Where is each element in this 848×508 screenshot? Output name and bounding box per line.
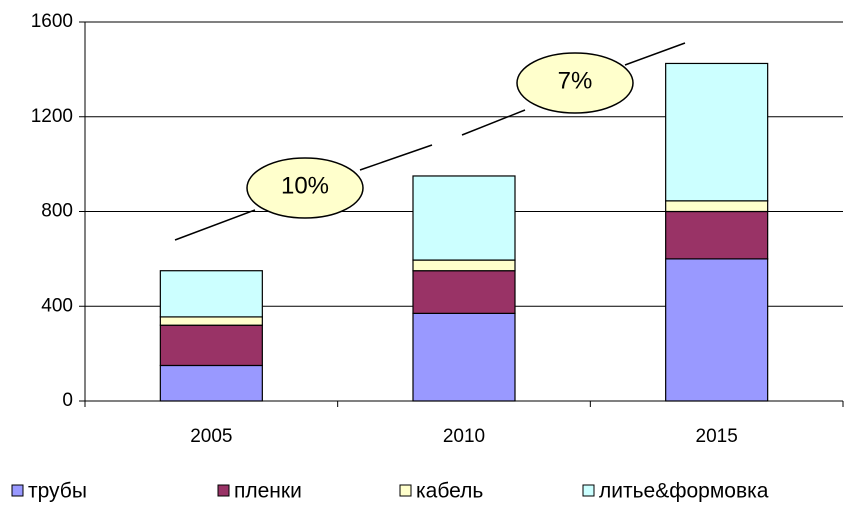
legend-swatch (399, 484, 412, 497)
y-tick-label: 0 (62, 390, 73, 411)
legend-label: литье&формовка (599, 480, 769, 503)
bar-segment (665, 62, 769, 202)
x-tick-label: 2015 (696, 426, 738, 447)
x-tick-label: 2005 (190, 426, 232, 447)
bar-segment (665, 200, 769, 213)
trend-segment (461, 109, 526, 136)
legend-swatch (582, 484, 595, 497)
y-tick-label: 1200 (31, 106, 73, 127)
bar-segment (665, 258, 769, 402)
trend-segment (624, 42, 686, 66)
annotation: 7% (558, 67, 593, 94)
legend-swatch (11, 484, 24, 497)
bar-segment (412, 175, 516, 261)
annotation: 10% (281, 172, 329, 199)
trend-segment (174, 209, 256, 241)
legend-label: трубы (28, 480, 87, 503)
bar-segment (412, 259, 516, 272)
bar-segment (159, 316, 263, 326)
legend-label: пленки (234, 480, 302, 503)
bar-segment (412, 312, 516, 402)
bar-segment (159, 364, 263, 402)
x-tick-label: 2010 (443, 426, 485, 447)
bar-segment (159, 324, 263, 367)
bar-segment (159, 270, 263, 318)
annotation-bubble (246, 157, 364, 219)
annotation-bubble (516, 52, 634, 114)
y-tick-label: 1600 (31, 11, 73, 32)
y-tick-label: 400 (41, 295, 73, 316)
legend-label: кабель (416, 480, 483, 503)
y-tick-label: 800 (41, 201, 73, 222)
bar-segment (665, 210, 769, 260)
legend-swatch (217, 484, 230, 497)
trend-segment (359, 144, 433, 171)
trend-line (174, 42, 686, 241)
bar-segment (412, 270, 516, 314)
